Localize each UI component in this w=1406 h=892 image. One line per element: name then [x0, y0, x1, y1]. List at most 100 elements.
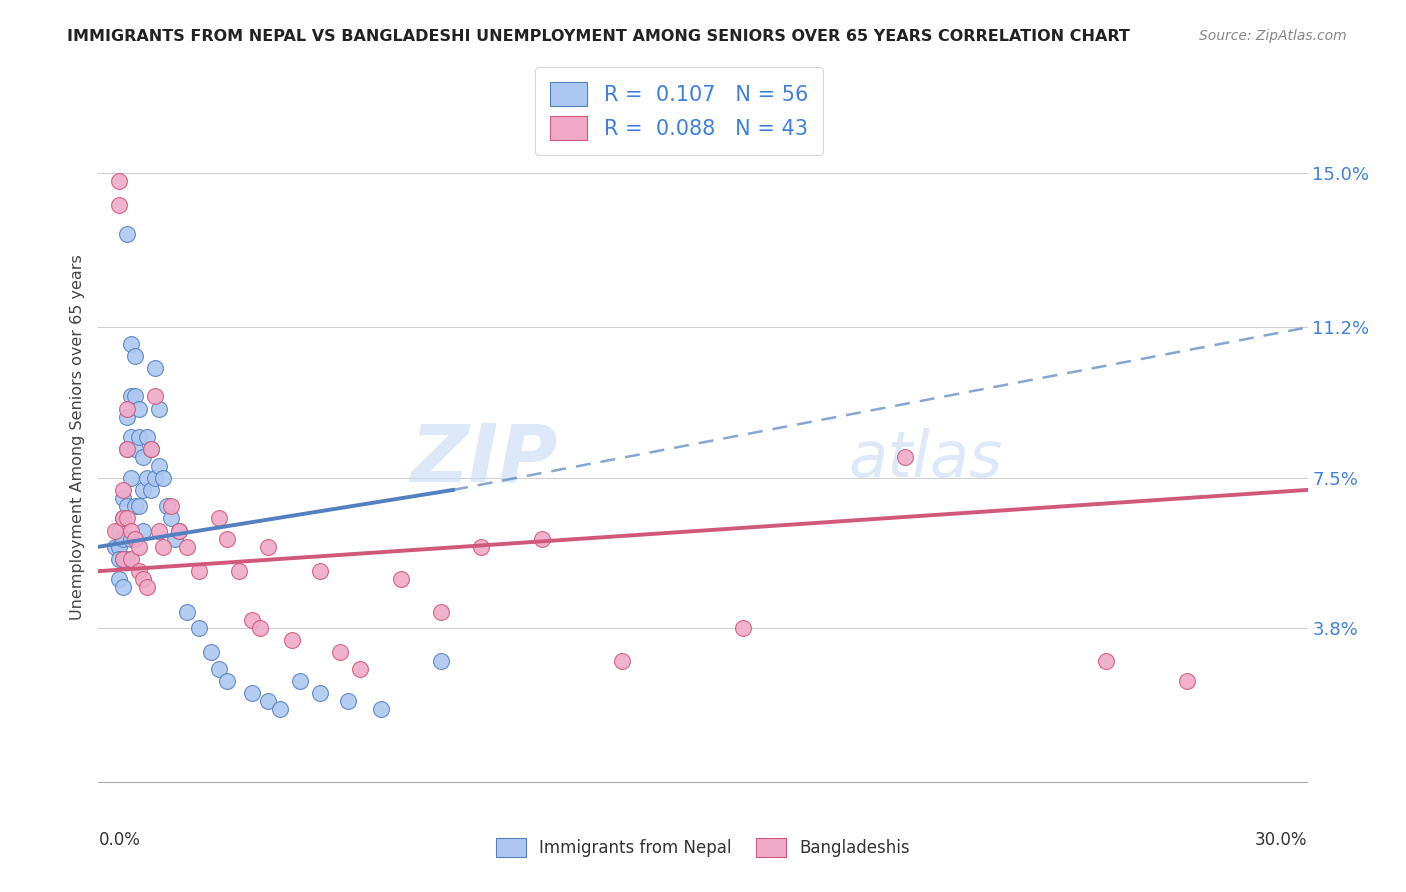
Text: Source: ZipAtlas.com: Source: ZipAtlas.com [1199, 29, 1347, 43]
Point [530, 532, 553, 546]
Point [120, 532, 142, 546]
Point [115, 409, 138, 424]
Point [115, 401, 138, 416]
Point [152, 471, 174, 485]
Point [139, 483, 162, 497]
Point [120, 430, 142, 444]
Point [167, 524, 190, 538]
Point [228, 564, 250, 578]
Point [269, 702, 291, 716]
Point [115, 442, 138, 457]
Point [111, 532, 134, 546]
Point [111, 511, 134, 525]
Point [160, 511, 183, 525]
Point [309, 564, 332, 578]
Y-axis label: Unemployment Among Seniors over 65 years: Unemployment Among Seniors over 65 years [69, 254, 84, 620]
Point [200, 645, 222, 659]
Point [176, 540, 198, 554]
Point [329, 645, 352, 659]
Point [288, 673, 311, 688]
Point [249, 621, 271, 635]
Point [135, 471, 157, 485]
Point [156, 499, 179, 513]
Point [135, 430, 157, 444]
Point [160, 499, 183, 513]
Point [337, 694, 360, 708]
Point [240, 686, 263, 700]
Point [124, 389, 146, 403]
Point [115, 227, 138, 241]
Point [128, 499, 150, 513]
Point [163, 532, 186, 546]
Point [120, 471, 142, 485]
Point [115, 552, 138, 566]
Point [124, 442, 146, 457]
Point [135, 581, 157, 595]
Point [208, 511, 231, 525]
Point [120, 524, 142, 538]
Point [120, 336, 142, 351]
Point [370, 702, 392, 716]
Point [893, 450, 915, 465]
Point [107, 572, 129, 586]
Point [208, 662, 231, 676]
Point [132, 572, 155, 586]
Point [167, 524, 190, 538]
Point [139, 442, 162, 457]
Point [128, 401, 150, 416]
Point [240, 613, 263, 627]
Point [188, 621, 211, 635]
Point [111, 483, 134, 497]
Text: IMMIGRANTS FROM NEPAL VS BANGLADESHI UNEMPLOYMENT AMONG SENIORS OVER 65 YEARS CO: IMMIGRANTS FROM NEPAL VS BANGLADESHI UNE… [67, 29, 1130, 44]
Point [217, 532, 239, 546]
Point [1175, 673, 1198, 688]
Point [281, 633, 304, 648]
Point [107, 174, 129, 188]
Point [132, 524, 155, 538]
Point [115, 511, 138, 525]
Point [103, 524, 125, 538]
Text: 30.0%: 30.0% [1256, 831, 1308, 849]
Point [143, 471, 166, 485]
Point [349, 662, 371, 676]
Text: 0.0%: 0.0% [98, 831, 141, 849]
Point [733, 621, 755, 635]
Point [111, 581, 134, 595]
Point [217, 673, 239, 688]
Point [124, 349, 146, 363]
Point [111, 552, 134, 566]
Point [111, 491, 134, 505]
Point [124, 499, 146, 513]
Text: ZIP: ZIP [411, 420, 558, 498]
Point [148, 401, 170, 416]
Point [1095, 654, 1118, 668]
Point [256, 540, 278, 554]
Point [389, 572, 412, 586]
Point [103, 540, 125, 554]
Point [128, 430, 150, 444]
Text: atlas: atlas [848, 428, 1002, 490]
Point [148, 524, 170, 538]
Point [107, 552, 129, 566]
Point [107, 524, 129, 538]
Point [120, 389, 142, 403]
Point [115, 442, 138, 457]
Point [430, 605, 453, 619]
Point [148, 458, 170, 473]
Point [128, 540, 150, 554]
Point [111, 511, 134, 525]
Point [612, 654, 634, 668]
Point [309, 686, 332, 700]
Point [115, 499, 138, 513]
Legend: Immigrants from Nepal, Bangladeshis: Immigrants from Nepal, Bangladeshis [489, 831, 917, 864]
Point [107, 198, 129, 212]
Point [256, 694, 278, 708]
Point [139, 442, 162, 457]
Point [143, 361, 166, 376]
Point [143, 389, 166, 403]
Point [132, 483, 155, 497]
Point [188, 564, 211, 578]
Point [176, 605, 198, 619]
Point [132, 450, 155, 465]
Point [470, 540, 492, 554]
